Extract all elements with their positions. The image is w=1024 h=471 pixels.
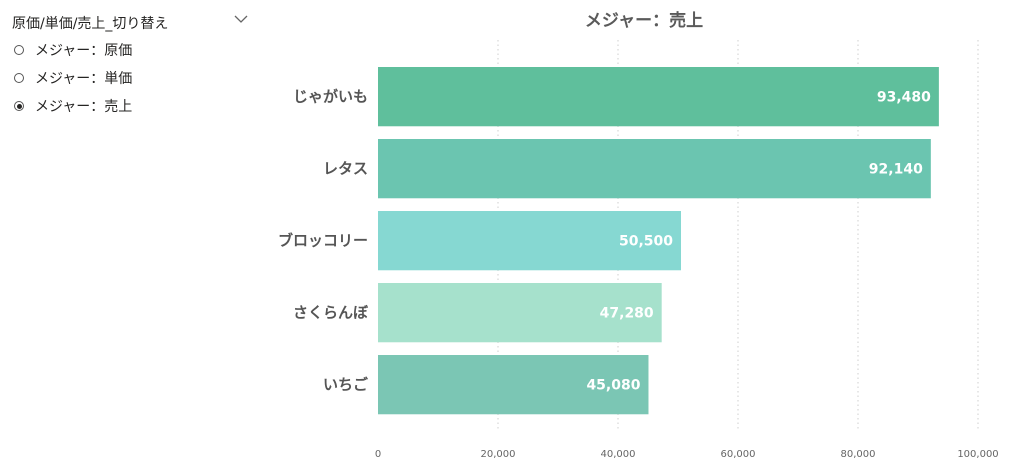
chevron-down-icon[interactable]: [234, 14, 248, 24]
x-tick-label: 80,000: [841, 449, 876, 460]
chart-title: メジャー：売上: [585, 10, 703, 31]
bars: 93,480 92,140 50,500 47,280 45,080: [378, 67, 939, 415]
category-label: ブロッコリー: [278, 232, 368, 250]
bar[interactable]: [378, 139, 931, 199]
slicer-title: 原価/単価/売上_切り替え: [12, 16, 169, 32]
radio-icon[interactable]: [14, 73, 24, 83]
bar[interactable]: [378, 283, 662, 343]
x-tick-label: 40,000: [601, 449, 636, 460]
data-label: 92,140: [869, 162, 923, 178]
data-label: 93,480: [877, 90, 931, 106]
category-label: いちご: [323, 376, 369, 394]
slicer-option-label: メジャー：原価: [35, 43, 133, 59]
x-tick-label: 100,000: [957, 449, 998, 460]
slicer-option-label: メジャー：単価: [35, 71, 133, 87]
bar[interactable]: [378, 211, 681, 271]
x-tick-label: 60,000: [721, 449, 756, 460]
slicer-option-sales[interactable]: メジャー：売上: [14, 96, 132, 116]
category-label: レタス: [323, 160, 368, 178]
data-label: 50,500: [619, 234, 673, 250]
x-tick-label: 20,000: [481, 449, 516, 460]
category-label: さくらんぼ: [293, 304, 369, 322]
x-axis-ticks: 0 20,000 40,000 60,000 80,000 100,000: [375, 449, 999, 460]
slicer-option-unit-price[interactable]: メジャー：単価: [14, 68, 132, 88]
radio-icon[interactable]: [14, 45, 24, 55]
x-tick-label: 0: [375, 449, 381, 460]
data-label: 45,080: [586, 378, 640, 394]
data-label: 47,280: [600, 306, 654, 322]
bar[interactable]: [378, 67, 939, 127]
radio-selected-icon[interactable]: [14, 101, 24, 111]
measure-slicer: 原価/単価/売上_切り替え メジャー：原価 メジャー：単価 メジャー：売上: [0, 0, 260, 130]
slicer-option-label: メジャー：売上: [35, 99, 133, 115]
category-label: じゃがいも: [293, 88, 368, 106]
slicer-option-cost[interactable]: メジャー：原価: [14, 40, 132, 60]
bar[interactable]: [378, 355, 649, 415]
